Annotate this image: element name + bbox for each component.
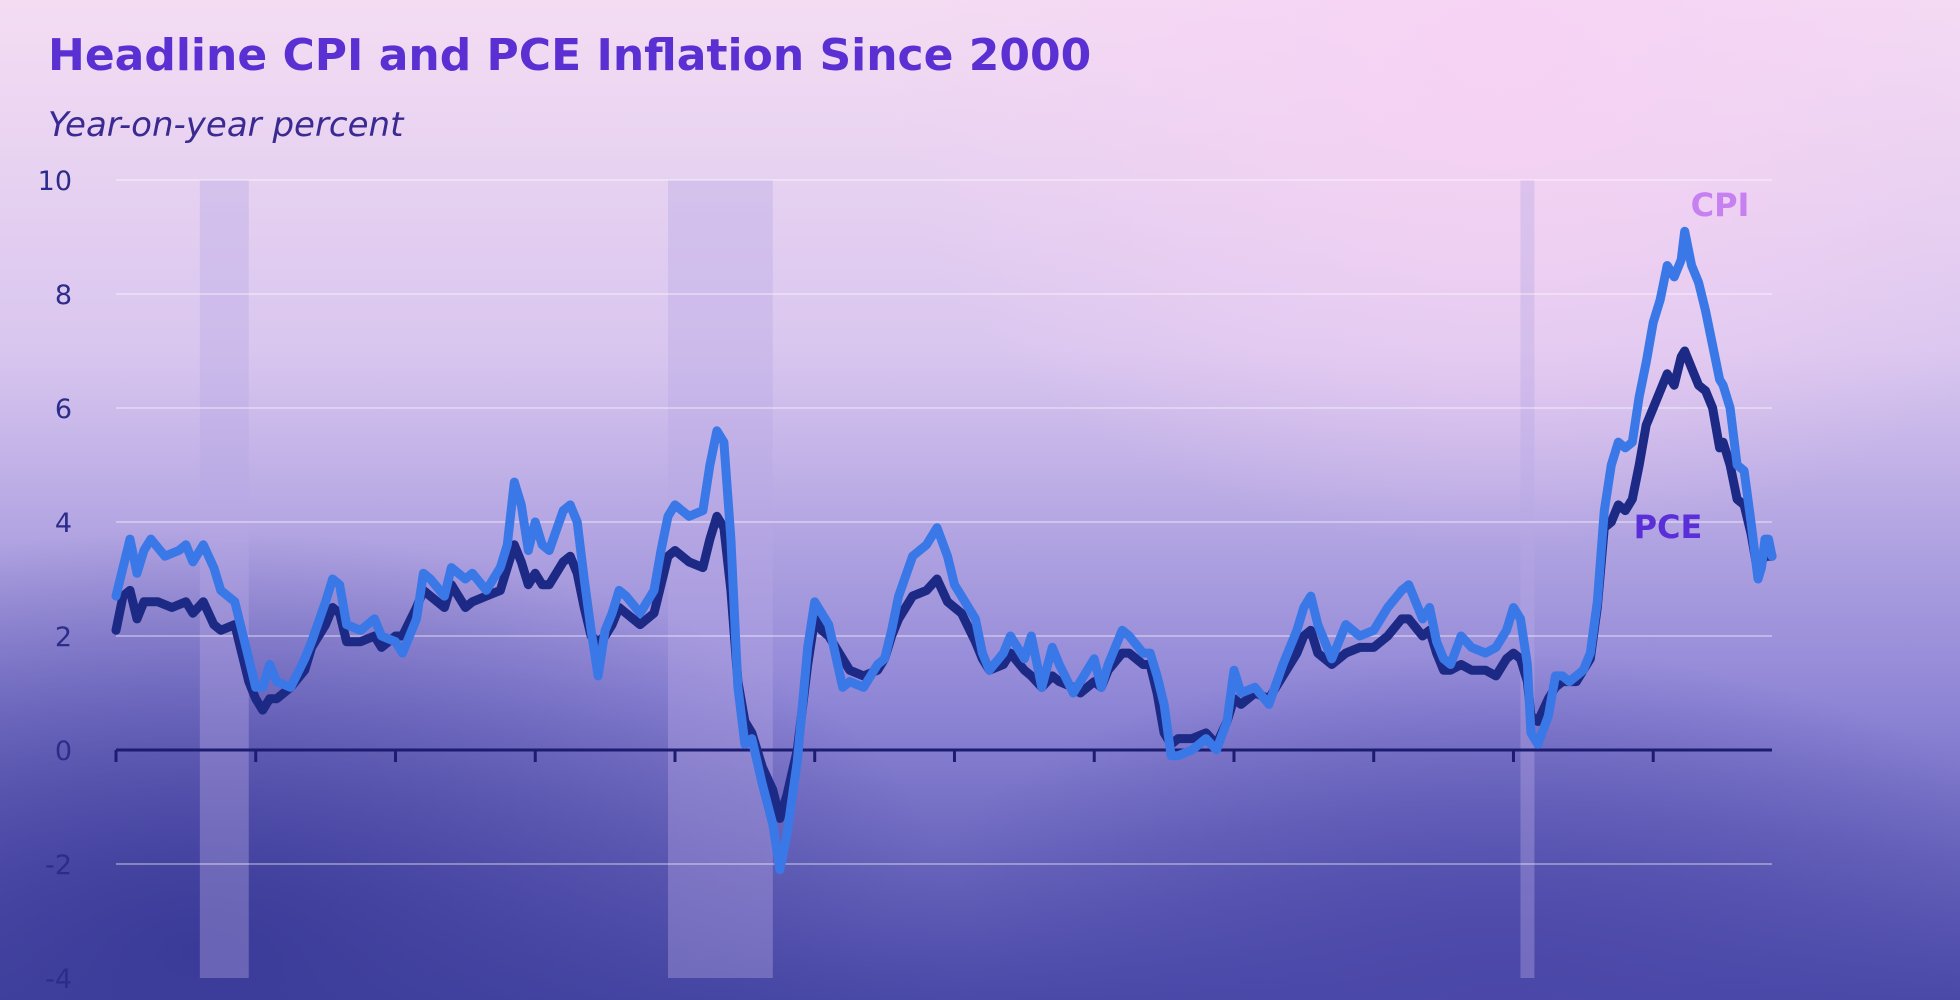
chart-subtitle: Year-on-year percent	[48, 105, 405, 145]
series-label-cpi: CPI	[1691, 186, 1750, 224]
y-tick-label: -2	[45, 850, 72, 881]
series-label-pce: PCE	[1634, 508, 1703, 546]
recession-band	[668, 180, 773, 978]
recession-band	[1520, 180, 1535, 978]
series-labels: CPI PCE	[1634, 186, 1750, 546]
y-tick-label: 4	[55, 508, 72, 539]
x-axis	[114, 748, 1772, 762]
chart-title: Headline CPI and PCE Inflation Since 200…	[48, 30, 1091, 81]
y-tick-label: 10	[38, 166, 72, 197]
recession-shading	[199, 180, 1535, 978]
y-tick-label: 0	[55, 736, 72, 767]
y-tick-label: 8	[55, 280, 72, 311]
series-lines	[111, 226, 1777, 875]
y-axis-labels: -4 -2 0 2 4 6 8 10	[38, 166, 72, 995]
series-line-cpi	[111, 226, 1777, 875]
recession-band	[199, 180, 249, 978]
y-tick-label: 2	[55, 622, 72, 653]
y-tick-label: 6	[55, 394, 72, 425]
y-tick-label: -4	[45, 964, 72, 995]
